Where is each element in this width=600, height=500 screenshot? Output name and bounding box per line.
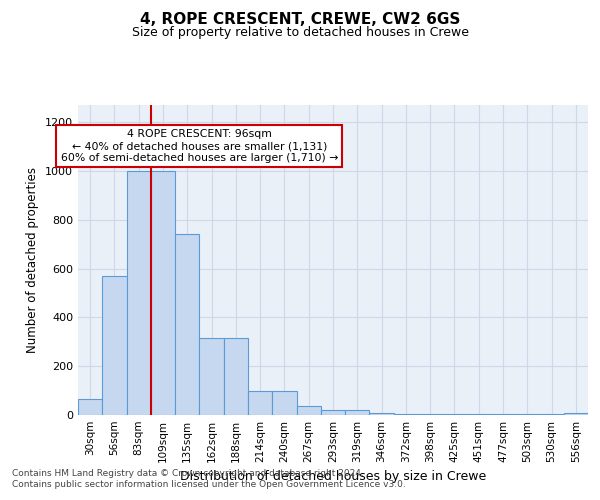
Bar (442, 414, 467, 415)
Text: 4, ROPE CRESCENT, CREWE, CW2 6GS: 4, ROPE CRESCENT, CREWE, CW2 6GS (140, 12, 460, 28)
X-axis label: Distribution of detached houses by size in Crewe: Distribution of detached houses by size … (180, 470, 486, 484)
Bar (224, 338, 248, 415)
Bar (491, 414, 515, 415)
Bar (151, 171, 175, 415)
Text: Contains public sector information licensed under the Open Government Licence v3: Contains public sector information licen… (12, 480, 406, 489)
Bar (296, 406, 321, 415)
Bar (321, 410, 345, 415)
Y-axis label: Number of detached properties: Number of detached properties (26, 167, 40, 353)
Bar (102, 276, 127, 415)
Bar (418, 414, 442, 415)
Bar (272, 390, 296, 415)
Bar (248, 390, 272, 415)
Bar (127, 171, 151, 415)
Bar (467, 414, 491, 415)
Bar (78, 399, 102, 415)
Text: 4 ROPE CRESCENT: 96sqm
← 40% of detached houses are smaller (1,131)
60% of semi-: 4 ROPE CRESCENT: 96sqm ← 40% of detached… (61, 130, 338, 162)
Bar (175, 234, 199, 415)
Bar (539, 414, 564, 415)
Bar (394, 414, 418, 415)
Bar (515, 414, 539, 415)
Text: Contains HM Land Registry data © Crown copyright and database right 2024.: Contains HM Land Registry data © Crown c… (12, 468, 364, 477)
Text: Size of property relative to detached houses in Crewe: Size of property relative to detached ho… (131, 26, 469, 39)
Bar (345, 410, 370, 415)
Bar (370, 412, 394, 415)
Bar (199, 338, 224, 415)
Bar (564, 412, 588, 415)
